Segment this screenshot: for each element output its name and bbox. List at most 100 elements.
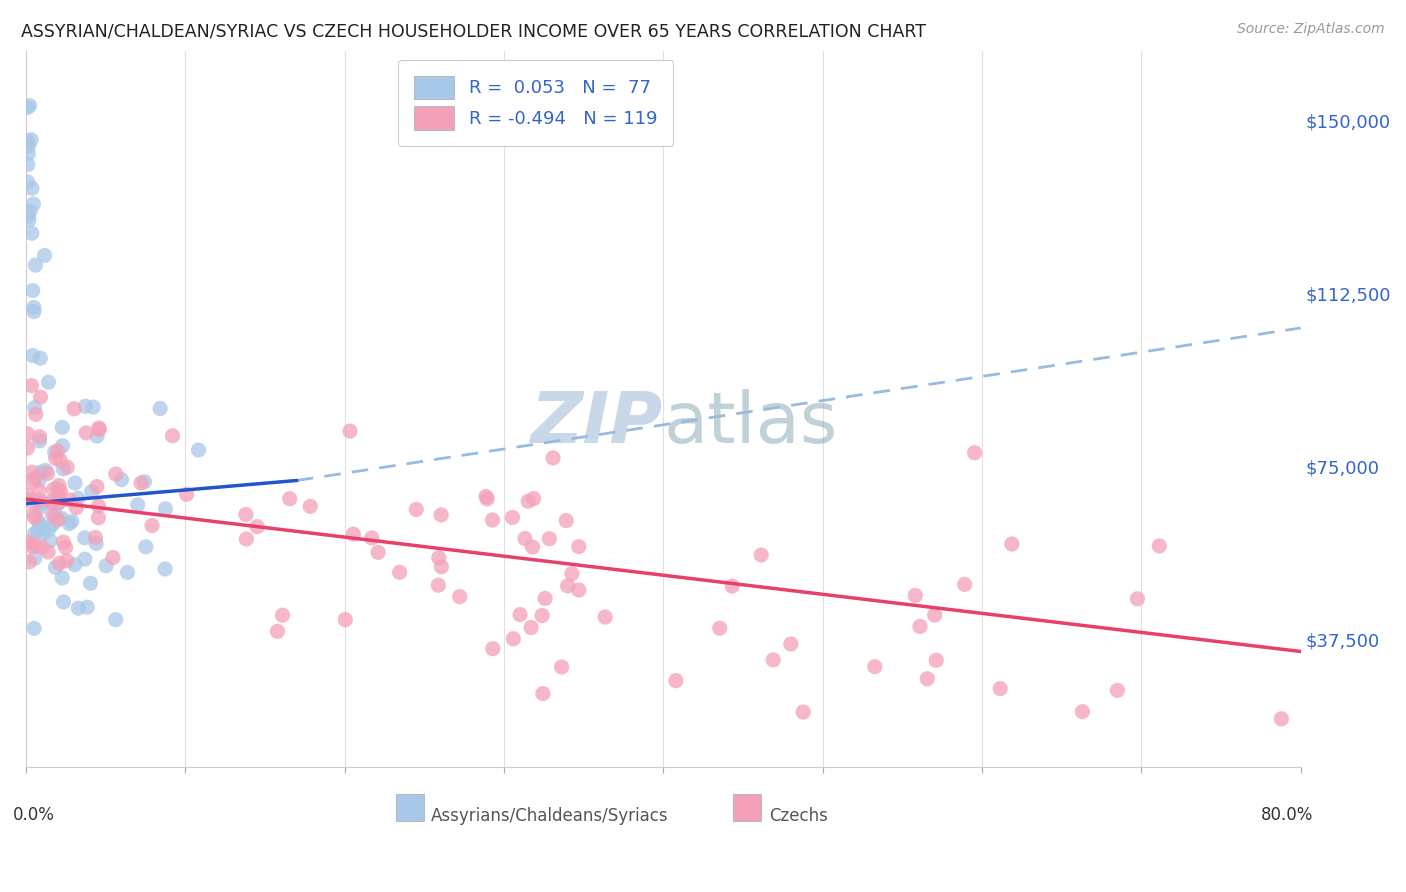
Point: [73, 531, 96, 545]
Point: [28, 430, 51, 444]
Point: [86, 480, 108, 494]
Point: [76, 600, 98, 615]
Point: [75, 425, 97, 440]
Point: [246, 519, 269, 533]
Point: [665, 673, 688, 688]
Point: [20, 378, 42, 392]
Point: [82, 400, 104, 414]
Point: [52, 595, 75, 609]
Point: [84, 536, 107, 550]
Point: [25, 539, 48, 553]
Point: [87, 511, 110, 525]
Point: [46, 497, 69, 511]
Point: [266, 624, 288, 639]
Point: [75, 399, 97, 413]
Point: [30, 390, 52, 404]
Point: [522, 540, 544, 554]
Point: [44, 445, 66, 459]
Point: [863, 659, 886, 673]
Point: [79, 576, 101, 591]
Point: [104, 467, 127, 481]
Point: [66, 491, 89, 506]
Text: ASSYRIAN/CHALDEAN/SYRIAC VS CZECH HOUSEHOLDER INCOME OVER 65 YEARS CORRELATION C: ASSYRIAN/CHALDEAN/SYRIAC VS CZECH HOUSEH…: [21, 22, 927, 40]
Point: [56, 460, 79, 475]
Point: [51, 420, 73, 434]
Point: [84, 530, 107, 544]
Point: [762, 653, 785, 667]
Point: [149, 401, 172, 416]
Point: [904, 588, 927, 602]
Point: [34, 248, 56, 262]
Point: [48, 495, 70, 509]
Point: [28, 483, 51, 498]
Point: [342, 527, 364, 541]
Point: [523, 491, 546, 506]
Point: [520, 621, 543, 635]
Point: [21, 181, 44, 195]
Point: [721, 579, 744, 593]
Point: [24, 471, 46, 485]
Point: [117, 566, 139, 580]
Point: [28, 434, 51, 448]
Y-axis label: Householder Income Over 65 years: Householder Income Over 65 years: [0, 273, 7, 544]
Point: [235, 532, 257, 546]
Point: [27, 493, 49, 508]
Point: [709, 621, 731, 635]
Point: [367, 545, 389, 559]
Point: [21, 475, 44, 489]
Point: [17, 441, 39, 455]
Text: Assyrians/Chaldeans/Syriacs: Assyrians/Chaldeans/Syriacs: [432, 807, 669, 825]
Point: [561, 566, 583, 581]
Point: [24, 258, 46, 272]
Point: [482, 641, 505, 656]
Point: [32, 525, 55, 540]
Text: 0.0%: 0.0%: [13, 806, 55, 824]
Text: 80.0%: 80.0%: [1261, 806, 1313, 824]
Point: [22, 507, 45, 521]
Point: [24, 526, 46, 541]
Point: [568, 540, 591, 554]
Point: [37, 467, 59, 481]
Point: [792, 705, 814, 719]
Point: [24, 408, 46, 422]
Point: [557, 579, 579, 593]
Point: [502, 632, 524, 646]
Point: [60, 515, 83, 529]
Point: [449, 590, 471, 604]
Point: [39, 495, 62, 509]
Point: [27, 515, 49, 529]
Point: [162, 429, 184, 443]
Point: [63, 476, 86, 491]
Point: [21, 349, 44, 363]
Point: [176, 487, 198, 501]
Point: [22, 304, 45, 318]
Point: [749, 548, 772, 562]
Point: [51, 439, 73, 453]
Point: [517, 494, 540, 508]
Point: [31, 540, 53, 554]
Point: [127, 498, 149, 512]
Point: [45, 451, 67, 466]
Point: [388, 566, 411, 580]
Point: [89, 422, 111, 436]
Point: [339, 424, 361, 438]
Point: [21, 284, 44, 298]
Point: [475, 491, 498, 506]
Point: [104, 613, 127, 627]
Point: [94, 558, 117, 573]
Point: [235, 508, 257, 522]
Point: [141, 518, 163, 533]
Point: [46, 513, 69, 527]
Point: [48, 488, 70, 502]
Point: [18, 212, 41, 227]
Point: [21, 226, 44, 240]
Point: [335, 613, 357, 627]
Point: [187, 442, 209, 457]
Point: [30, 351, 52, 366]
Text: ZIP: ZIP: [531, 389, 664, 458]
Point: [18, 535, 41, 549]
Point: [963, 446, 986, 460]
Point: [30, 465, 52, 479]
Point: [18, 555, 41, 569]
Point: [32, 495, 55, 509]
